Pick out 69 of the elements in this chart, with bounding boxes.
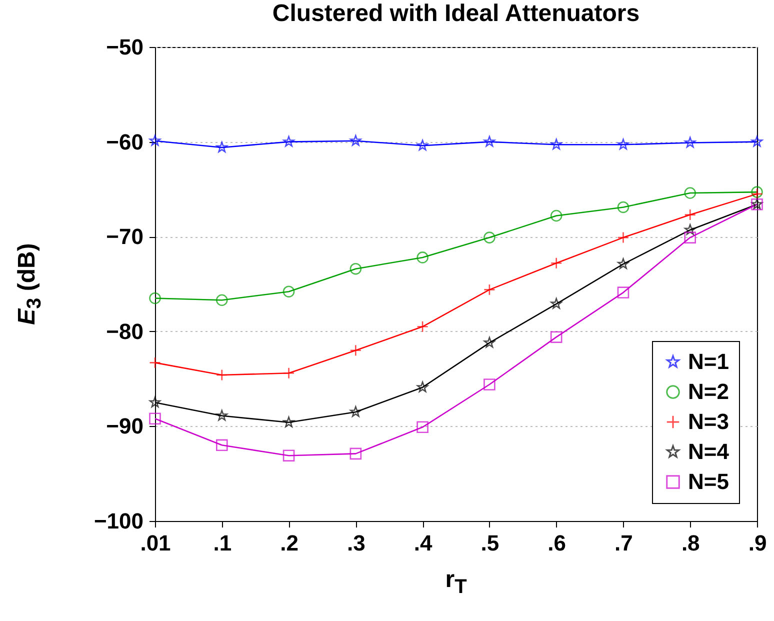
legend-label: N=3 (688, 409, 729, 434)
point (216, 369, 228, 381)
point (350, 344, 362, 356)
point (550, 298, 562, 309)
x-tick-label: .9 (748, 530, 767, 556)
point (684, 208, 696, 221)
point (216, 294, 228, 306)
x-tick-label: .8 (681, 530, 700, 556)
legend-label: N=4 (688, 439, 730, 464)
x-axis-title: r$_{T}$ (445, 566, 467, 599)
x-tick-label: .5 (480, 530, 500, 556)
point (484, 378, 496, 390)
point (484, 232, 496, 244)
point (282, 286, 295, 298)
point (550, 138, 562, 150)
point (149, 396, 161, 408)
legend-label: N=5 (688, 469, 729, 494)
point (684, 224, 696, 235)
point (484, 284, 496, 296)
x-tick-label: .01 (140, 530, 171, 556)
x-tick-label: .7 (614, 530, 633, 556)
point (149, 292, 161, 304)
point (751, 136, 763, 147)
point (617, 232, 630, 244)
legend-label: N=2 (688, 379, 729, 404)
point (149, 356, 161, 369)
y-tick-label: −60 (106, 129, 144, 154)
x-tick-label: .6 (548, 530, 566, 556)
y-tick-label: −100 (94, 508, 144, 534)
legend-label: N=1 (688, 349, 729, 374)
point (216, 439, 228, 452)
point (484, 136, 496, 147)
x-tick-label: .3 (346, 530, 366, 556)
point (350, 406, 362, 417)
point (350, 134, 362, 146)
y-tick-label: −50 (106, 34, 144, 60)
point (684, 232, 696, 244)
point (283, 416, 294, 428)
point (416, 421, 428, 434)
point (416, 320, 428, 333)
point (282, 450, 295, 462)
chart-title: Clustered with Ideal Attenuators (272, 0, 640, 27)
point (149, 412, 161, 425)
x-tick-label: .1 (213, 530, 232, 556)
y-tick-label: −70 (106, 224, 144, 250)
point (618, 138, 629, 150)
point (350, 448, 362, 460)
y-tick-label: −90 (106, 414, 144, 439)
point (216, 142, 228, 152)
point (416, 252, 428, 264)
point (216, 410, 228, 421)
point (618, 258, 629, 269)
x-tick-label: .4 (414, 530, 433, 556)
point (416, 381, 428, 392)
point (149, 134, 161, 146)
point (350, 262, 362, 275)
point (282, 367, 295, 380)
point (550, 210, 562, 222)
point (484, 336, 496, 348)
point (617, 286, 630, 298)
x-tick-label: .2 (280, 530, 298, 556)
point (550, 257, 562, 270)
point (283, 136, 294, 147)
point (617, 201, 630, 214)
y-tick-label: −80 (106, 318, 144, 344)
point (416, 140, 428, 150)
point (684, 136, 696, 148)
point (684, 187, 696, 199)
point (550, 331, 562, 343)
